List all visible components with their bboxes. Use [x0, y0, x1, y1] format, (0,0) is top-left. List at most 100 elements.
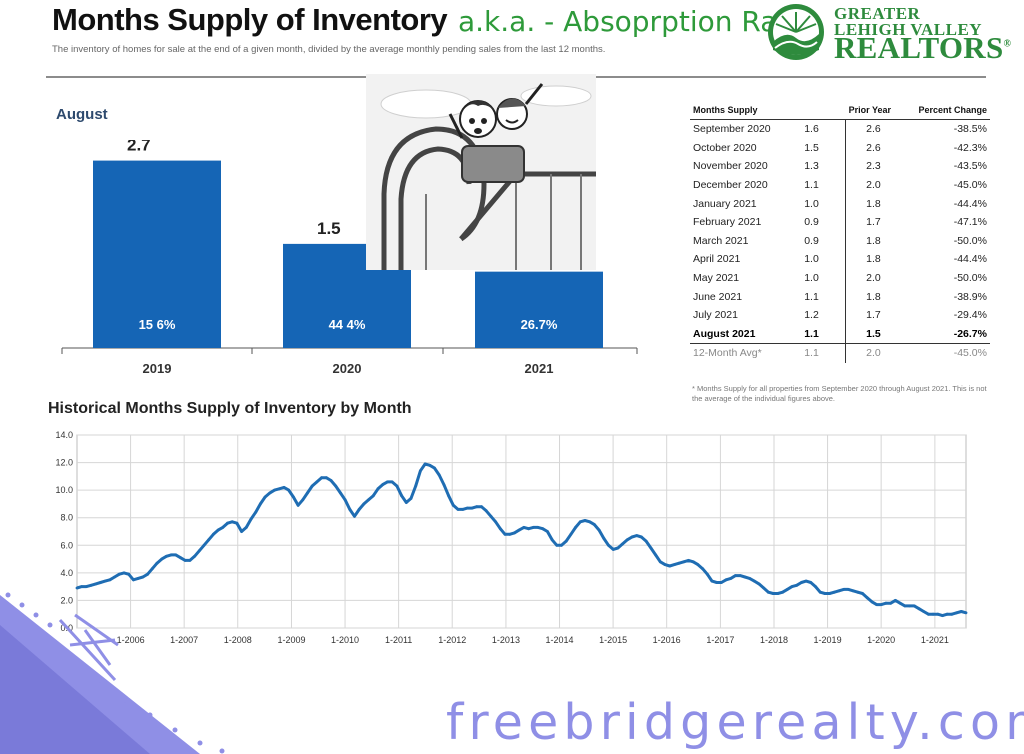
line-data-point	[818, 590, 822, 594]
line-data-point	[715, 581, 719, 584]
line-data-point	[367, 498, 370, 502]
line-data-point	[550, 538, 554, 542]
line-data-point	[936, 612, 940, 616]
table-cell-month: August 2021	[690, 324, 802, 345]
line-data-point	[837, 589, 841, 593]
table-row: 12-Month Avg* 1.1 2.0 -45.0%	[690, 343, 990, 363]
line-data-point	[292, 495, 295, 499]
line-data-point	[99, 581, 102, 584]
line-data-point	[574, 526, 577, 529]
table-cell-prior-year: 1.7	[866, 309, 881, 322]
line-data-point	[781, 590, 784, 594]
line-chart-title: Historical Months Supply of Inventory by…	[48, 400, 412, 417]
table-row: September 2020 1.6 2.6 -38.5%	[690, 119, 990, 139]
table-cell-percent-change: -44.4%	[953, 253, 987, 266]
table-row: October 2020 1.5 2.6 -42.3%	[690, 138, 990, 158]
line-data-point	[240, 530, 244, 533]
line-data-point	[861, 592, 864, 595]
line-data-point	[710, 579, 714, 583]
table-cell-percent-change: -50.0%	[953, 234, 987, 247]
bar-value-label: 2.7	[127, 140, 151, 155]
line-data-point	[922, 610, 926, 613]
line-data-point	[216, 528, 220, 532]
line-data-point	[522, 526, 526, 529]
line-data-point	[663, 563, 667, 566]
line-data-point	[268, 491, 272, 495]
line-data-point	[870, 600, 874, 604]
table-cell-percent-change: -29.4%	[953, 309, 987, 322]
table-row: April 2021 1.0 1.8 -44.4%	[690, 250, 990, 269]
line-data-point	[324, 476, 328, 480]
line-data-point	[80, 585, 84, 588]
line-data-point	[494, 520, 497, 524]
bar-category-label: 2021	[525, 361, 554, 376]
line-data-point	[903, 604, 907, 608]
line-data-point	[329, 479, 333, 482]
line-data-point	[273, 488, 276, 492]
line-data-point	[221, 526, 225, 529]
line-chart-y-tick-label: 12.0	[55, 458, 73, 468]
line-data-point	[560, 543, 563, 547]
line-data-point	[847, 588, 850, 591]
line-data-point	[150, 567, 154, 571]
table-row: January 2021 1.0 1.8 -44.4%	[690, 194, 990, 213]
months-supply-table: Months Supply Prior Year Percent Change …	[690, 103, 990, 363]
line-data-point	[381, 483, 385, 486]
bar	[93, 160, 221, 348]
table-cell-prior-year: 2.6	[866, 141, 881, 154]
line-data-point	[865, 596, 869, 600]
line-data-point	[917, 607, 921, 611]
line-data-point	[306, 491, 309, 495]
line-data-point	[757, 582, 761, 586]
brand-website-text: freebridgerealty.com	[446, 694, 1024, 751]
table-cell-month: May 2021	[693, 272, 740, 285]
table-header-label: Months Supply	[690, 103, 802, 120]
table-cell-current: 1.3	[801, 157, 847, 176]
line-chart-x-tick-label: 1-2020	[867, 635, 895, 645]
table-footnote: * Months Supply for all properties from …	[692, 384, 987, 403]
line-data-point	[945, 612, 949, 616]
line-data-point	[113, 575, 116, 579]
table-cell-month: October 2020	[693, 141, 757, 154]
line-data-point	[456, 508, 460, 511]
line-data-point	[395, 484, 399, 488]
line-chart-x-tick-label: 1-2018	[760, 635, 788, 645]
line-data-point	[193, 554, 197, 558]
table-header-prior-year: Prior Year	[845, 103, 916, 120]
table-row: November 2020 1.3 2.3 -43.5%	[690, 157, 990, 176]
line-data-point	[564, 539, 568, 543]
table-cell-percent-change: -44.4%	[953, 197, 987, 210]
line-data-point	[480, 505, 483, 509]
line-data-point	[146, 572, 149, 576]
line-data-point	[470, 506, 474, 510]
line-data-point	[541, 527, 545, 531]
line-data-point	[814, 585, 817, 588]
table-cell-current: 1.1	[801, 175, 847, 195]
line-data-point	[226, 521, 229, 525]
line-data-point	[879, 603, 883, 606]
table-cell-prior-year: 1.8	[866, 253, 881, 266]
line-chart-x-tick-label: 1-2014	[546, 635, 574, 645]
line-data-point	[230, 520, 234, 524]
table-cell-month: December 2020	[693, 179, 768, 192]
line-data-point	[795, 583, 799, 587]
line-data-point	[174, 553, 178, 557]
line-data-point	[386, 480, 389, 484]
bar-chart-title: August	[56, 106, 108, 123]
table-cell-current: 1.6	[801, 119, 847, 139]
table-cell-month: January 2021	[693, 197, 757, 210]
line-chart-y-tick-label: 8.0	[60, 513, 73, 523]
table-cell-percent-change: -45.0%	[953, 179, 987, 192]
logo-text-realtors-word: REALTORS	[834, 30, 1004, 65]
line-data-point	[122, 571, 126, 575]
line-data-point	[117, 572, 121, 576]
line-data-point	[343, 498, 347, 502]
line-data-point	[179, 556, 182, 560]
line-data-point	[828, 592, 831, 595]
line-data-point	[654, 553, 657, 557]
table-cell-prior-year: 1.8	[866, 234, 881, 247]
line-data-point	[165, 554, 168, 558]
line-data-point	[334, 484, 338, 488]
line-data-point	[437, 473, 441, 477]
line-data-point	[197, 549, 201, 553]
